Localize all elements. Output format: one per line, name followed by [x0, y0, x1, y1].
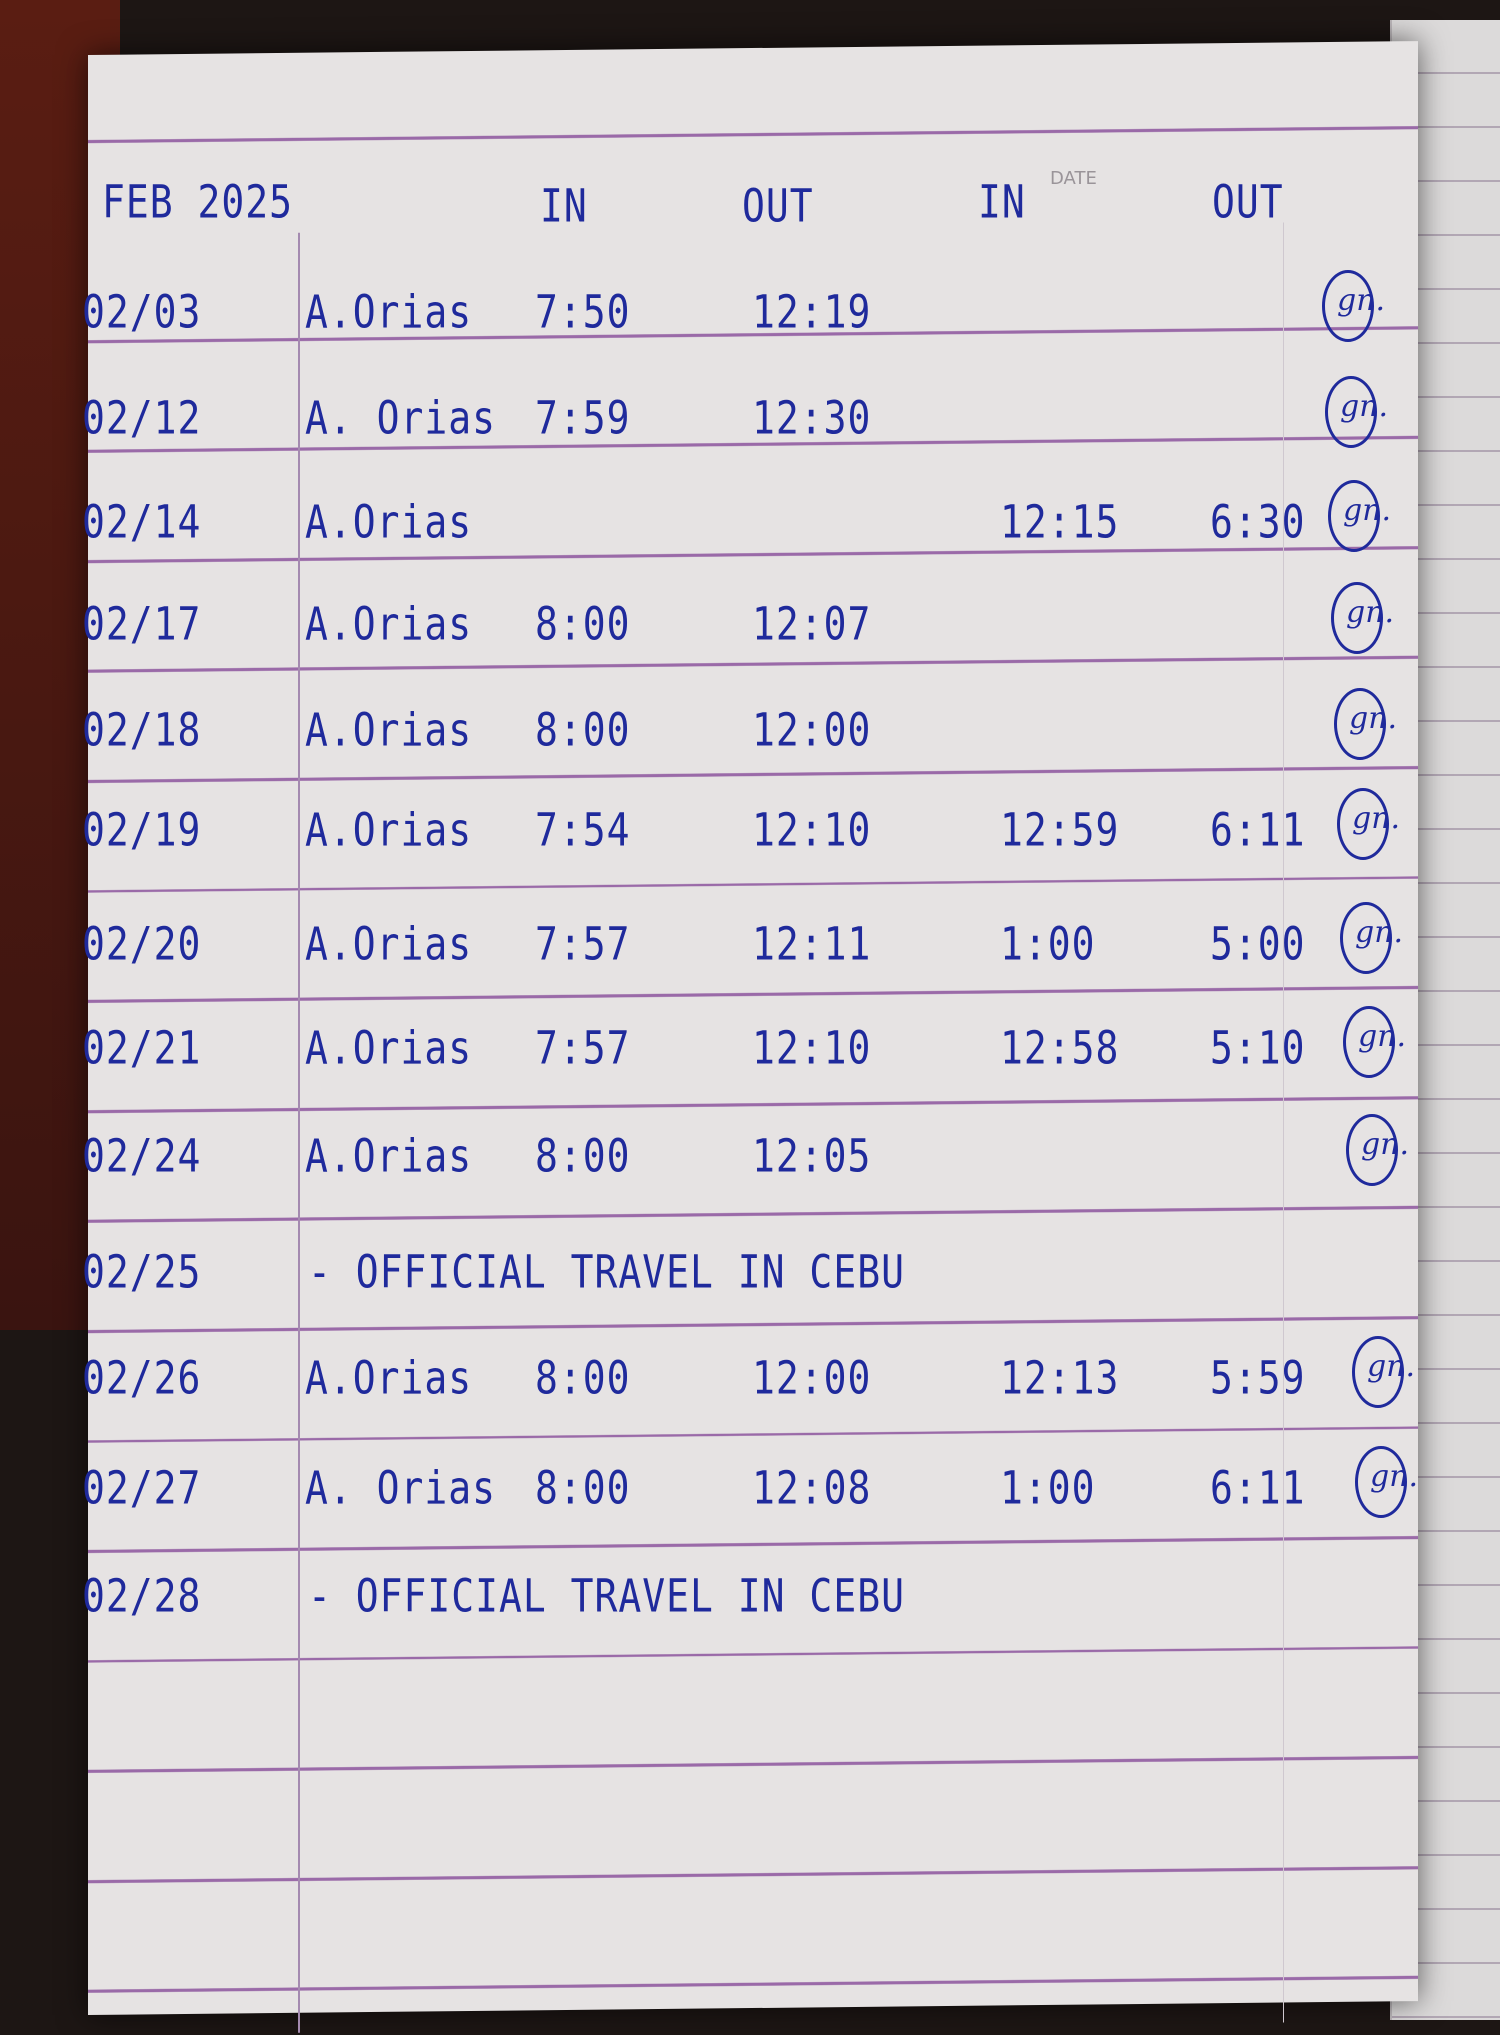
- row-in-pm: 12:13: [1000, 1351, 1120, 1405]
- row-in-am: 7:50: [535, 285, 631, 339]
- row-date: 02/27: [82, 1461, 202, 1515]
- row-out-am: 12:08: [752, 1461, 872, 1515]
- row-name: A.Orias: [305, 703, 473, 757]
- row-in-am: 8:00: [535, 703, 631, 757]
- row-out-am: 12:10: [752, 803, 872, 857]
- signature: gn.: [1325, 376, 1388, 448]
- row-out-am: 12:00: [752, 1351, 872, 1405]
- row-name: A.Orias: [305, 917, 473, 971]
- signature-initials: gn.: [1349, 701, 1398, 736]
- row-out-am: 12:10: [752, 1021, 872, 1075]
- row-in-am: 7:54: [535, 803, 631, 857]
- row-out-pm: 6:11: [1210, 1461, 1306, 1515]
- row-in-pm: 12:15: [1000, 495, 1120, 549]
- row-note: - OFFICIAL TRAVEL IN CEBU: [308, 1245, 905, 1299]
- row-out-am: 12:19: [752, 285, 872, 339]
- signature-initials: gn.: [1370, 1459, 1419, 1494]
- row-in-am: 8:00: [535, 597, 631, 651]
- header-in-pm: IN: [978, 175, 1026, 229]
- row-in-am: 8:00: [535, 1351, 631, 1405]
- row-name: A.Orias: [305, 1021, 473, 1075]
- signature-initials: gn.: [1340, 389, 1389, 424]
- row-out-am: 12:30: [752, 391, 872, 445]
- signature-initials: gn.: [1358, 1019, 1407, 1054]
- row-out-pm: 6:11: [1210, 803, 1306, 857]
- row-out-pm: 5:10: [1210, 1021, 1306, 1075]
- column-line: [1283, 222, 1284, 2023]
- row-name: A. Orias: [305, 1461, 497, 1515]
- row-date: 02/26: [82, 1351, 202, 1405]
- signature-initials: gn.: [1337, 283, 1386, 318]
- row-date: 02/17: [82, 597, 202, 651]
- row-in-am: 8:00: [535, 1461, 631, 1515]
- printed-date-label: DATE: [1050, 168, 1097, 189]
- row-date: 02/25: [82, 1245, 202, 1299]
- signature: gn.: [1328, 480, 1391, 552]
- row-date: 02/20: [82, 917, 202, 971]
- row-in-am: 7:59: [535, 391, 631, 445]
- header-month: FEB 2025: [102, 175, 294, 229]
- row-name: A.Orias: [305, 495, 473, 549]
- row-out-am: 12:11: [752, 917, 872, 971]
- header-out-pm: OUT: [1212, 175, 1284, 229]
- signature: gn.: [1331, 582, 1394, 654]
- row-out-am: 12:07: [752, 597, 872, 651]
- header-in-am: IN: [540, 179, 588, 233]
- signature-initials: gn.: [1352, 801, 1401, 836]
- signature-initials: gn.: [1346, 595, 1395, 630]
- row-out-pm: 5:59: [1210, 1351, 1306, 1405]
- row-out-am: 12:05: [752, 1129, 872, 1183]
- row-in-pm: 12:58: [1000, 1021, 1120, 1075]
- row-date: 02/14: [82, 495, 202, 549]
- row-in-am: 7:57: [535, 1021, 631, 1075]
- signature-initials: gn.: [1343, 493, 1392, 528]
- row-in-pm: 1:00: [1000, 917, 1096, 971]
- signature: gn.: [1355, 1446, 1418, 1518]
- margin-line: [298, 232, 300, 2033]
- signature-initials: gn.: [1355, 915, 1404, 950]
- row-date: 02/28: [82, 1569, 202, 1623]
- row-out-pm: 6:30: [1210, 495, 1306, 549]
- signature: gn.: [1340, 902, 1403, 974]
- row-date: 02/03: [82, 285, 202, 339]
- row-out-am: 12:00: [752, 703, 872, 757]
- row-in-am: 7:57: [535, 917, 631, 971]
- signature: gn.: [1343, 1006, 1406, 1078]
- row-in-pm: 12:59: [1000, 803, 1120, 857]
- row-name: A.Orias: [305, 1129, 473, 1183]
- signature: gn.: [1337, 788, 1400, 860]
- header-out-am: OUT: [742, 179, 814, 233]
- signature-initials: gn.: [1361, 1127, 1410, 1162]
- row-in-pm: 1:00: [1000, 1461, 1096, 1515]
- row-date: 02/18: [82, 703, 202, 757]
- row-date: 02/19: [82, 803, 202, 857]
- signature: gn.: [1334, 688, 1397, 760]
- row-date: 02/12: [82, 391, 202, 445]
- signature-initials: gn.: [1367, 1349, 1416, 1384]
- row-in-am: 8:00: [535, 1129, 631, 1183]
- row-note: - OFFICIAL TRAVEL IN CEBU: [308, 1569, 905, 1623]
- row-date: 02/21: [82, 1021, 202, 1075]
- row-date: 02/24: [82, 1129, 202, 1183]
- signature: gn.: [1346, 1114, 1409, 1186]
- signature: gn.: [1322, 270, 1385, 342]
- row-name: A.Orias: [305, 597, 473, 651]
- row-name: A.Orias: [305, 285, 473, 339]
- row-name: A.Orias: [305, 803, 473, 857]
- row-out-pm: 5:00: [1210, 917, 1306, 971]
- row-name: A. Orias: [305, 391, 497, 445]
- signature: gn.: [1352, 1336, 1415, 1408]
- row-name: A.Orias: [305, 1351, 473, 1405]
